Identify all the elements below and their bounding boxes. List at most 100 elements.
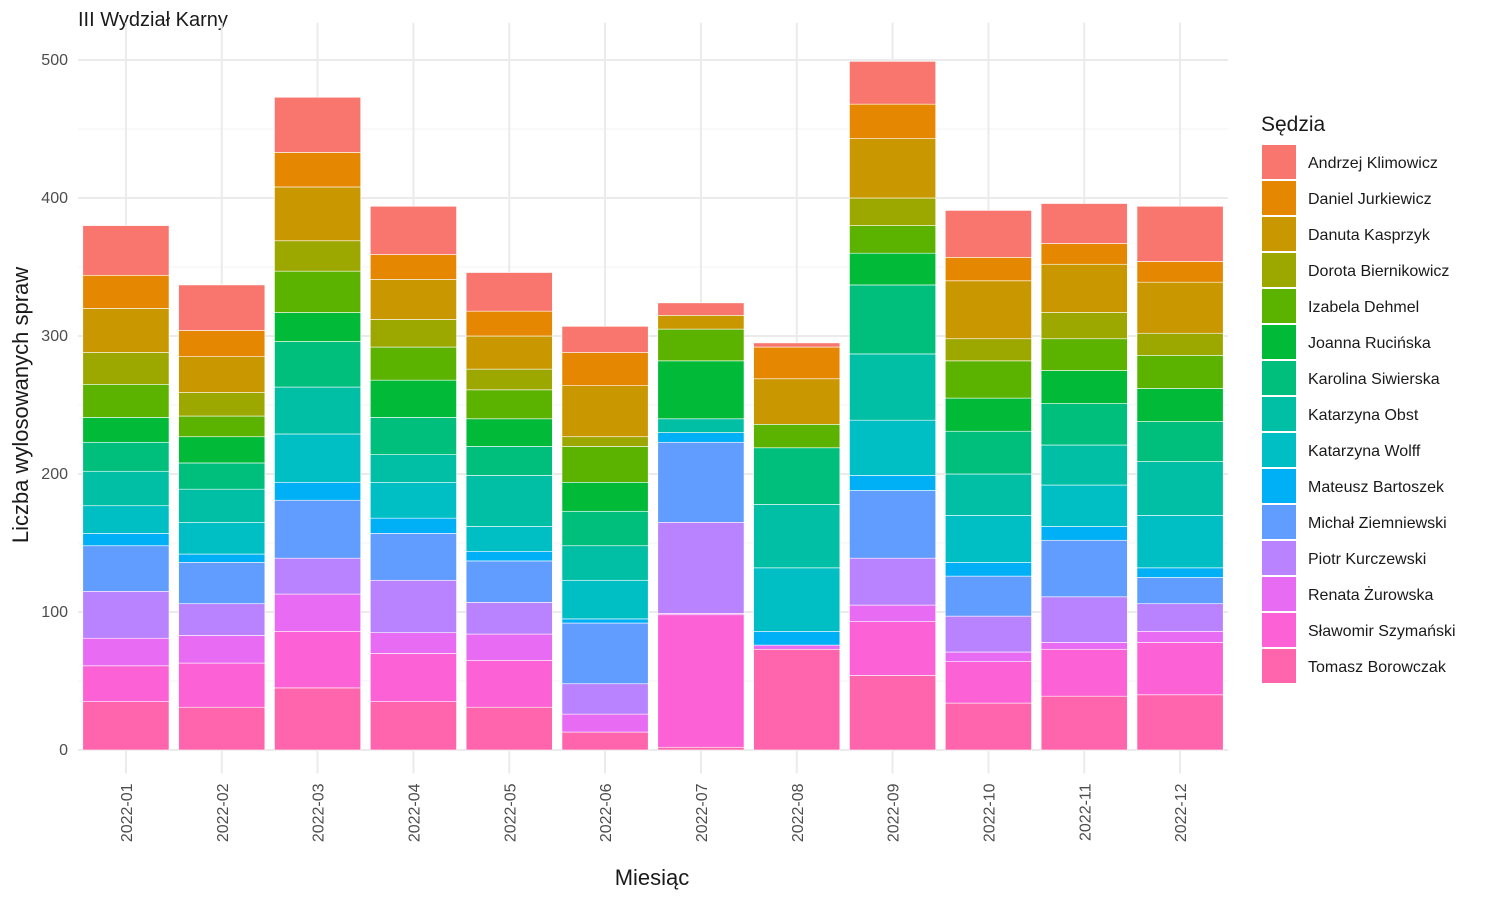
bar-segment: [274, 631, 362, 689]
legend-label: Izabela Dehmel: [1308, 299, 1419, 316]
bar-segment: [369, 533, 457, 581]
legend-swatch: [1262, 217, 1296, 251]
legend-swatch: [1262, 253, 1296, 287]
bar-segment: [1040, 484, 1128, 527]
bar-segment: [1040, 526, 1128, 541]
bar-segment: [1040, 312, 1128, 340]
bar-segment: [849, 225, 937, 254]
bar-segment: [944, 651, 1032, 662]
bar-segment: [753, 567, 841, 632]
x-tick-label: 2022-06: [598, 783, 615, 842]
bar-segment: [465, 368, 553, 391]
x-tick-label: 2022-08: [790, 783, 807, 842]
bar-segment: [753, 447, 841, 505]
bar-segment: [561, 579, 649, 620]
bar-segment: [849, 604, 937, 622]
bar-segment: [561, 385, 649, 438]
x-tick-label: 2022-12: [1173, 783, 1190, 842]
x-tick-label: 2022-11: [1077, 783, 1094, 841]
bar-segment: [465, 560, 553, 603]
bar-segment: [849, 621, 937, 676]
bar-segment: [465, 633, 553, 661]
x-tick-label: 2022-04: [406, 783, 423, 842]
bar-segment: [369, 319, 457, 348]
bar-segment: [849, 490, 937, 559]
legend-swatch: [1262, 613, 1296, 647]
bar-segment: [561, 510, 649, 547]
bar-segment: [465, 602, 553, 635]
bar-segment: [274, 341, 362, 388]
bar-segment: [274, 386, 362, 435]
bar-segment: [1136, 261, 1224, 283]
bar-stack-2022-07: [657, 302, 745, 751]
bar-segment: [178, 284, 266, 331]
bar-segment: [82, 441, 170, 472]
bar-segment: [561, 481, 649, 512]
bar-segment: [465, 446, 553, 476]
legend-swatch: [1262, 577, 1296, 611]
bar-segment: [369, 653, 457, 703]
legend-swatch: [1262, 181, 1296, 215]
bar-segment: [274, 433, 362, 483]
bar-segment: [561, 436, 649, 447]
bar-segment: [944, 280, 1032, 340]
y-tick-label: 200: [41, 466, 68, 483]
legend: Sędzia Andrzej Klimowicz Daniel Jurkiewic…: [1261, 113, 1456, 683]
y-tick-label: 400: [41, 190, 68, 207]
bar-segment: [178, 392, 266, 417]
bar-segment: [657, 441, 745, 523]
bar-segment: [82, 274, 170, 309]
bar-segment: [849, 103, 937, 139]
bar-segment: [657, 432, 745, 443]
bar-segment: [465, 272, 553, 312]
bar-segment: [1136, 567, 1224, 578]
bar-segment: [274, 312, 362, 342]
bar-segment: [178, 706, 266, 751]
bar-segment: [944, 515, 1032, 563]
bar-segment: [944, 257, 1032, 282]
x-tick-label: 2022-09: [886, 783, 903, 842]
bar-segment: [1136, 577, 1224, 605]
bar-segment: [82, 665, 170, 703]
legend-label: Danuta Kasprzyk: [1308, 227, 1431, 244]
legend-label: Dorota Biernikowicz: [1308, 263, 1449, 280]
legend-swatch: [1262, 469, 1296, 503]
bar-segment: [944, 360, 1032, 399]
bar-segment: [274, 481, 362, 501]
bar-segment: [753, 631, 841, 646]
bar-segment: [369, 517, 457, 534]
bar-stack-2022-09: [849, 61, 937, 751]
legend-swatch: [1262, 361, 1296, 395]
x-tick-label: 2022-05: [502, 783, 519, 842]
legend-label: Renata Żurowska: [1308, 585, 1433, 604]
bar-segment: [1136, 642, 1224, 696]
bar-segment: [849, 138, 937, 199]
bar-segment: [178, 662, 266, 708]
bar-segment: [178, 521, 266, 555]
bar-segment: [944, 430, 1032, 475]
bar-stack-2022-12: [1136, 205, 1224, 751]
bar-segment: [369, 279, 457, 320]
bar-segment: [274, 96, 362, 153]
bar-segment: [849, 197, 937, 226]
bar-segment: [274, 152, 362, 188]
bar-segment: [849, 419, 937, 476]
y-tick-label: 100: [41, 604, 68, 621]
legend-swatch: [1262, 433, 1296, 467]
bar-segment: [657, 521, 745, 614]
bar-segment: [178, 436, 266, 464]
bar-segment: [1136, 388, 1224, 422]
legend-swatch: [1262, 145, 1296, 179]
bar-segment: [944, 615, 1032, 653]
bar-segment: [753, 504, 841, 569]
bar-segment: [944, 562, 1032, 577]
bar-segment: [178, 356, 266, 393]
bar-segment: [944, 473, 1032, 516]
x-axis-title: Miesiąc: [615, 865, 690, 890]
legend-swatch: [1262, 397, 1296, 431]
x-tick-label: 2022-01: [119, 783, 136, 842]
bar-segment: [82, 470, 170, 507]
bar-segment: [1040, 263, 1128, 313]
bar-segment: [1040, 243, 1128, 265]
